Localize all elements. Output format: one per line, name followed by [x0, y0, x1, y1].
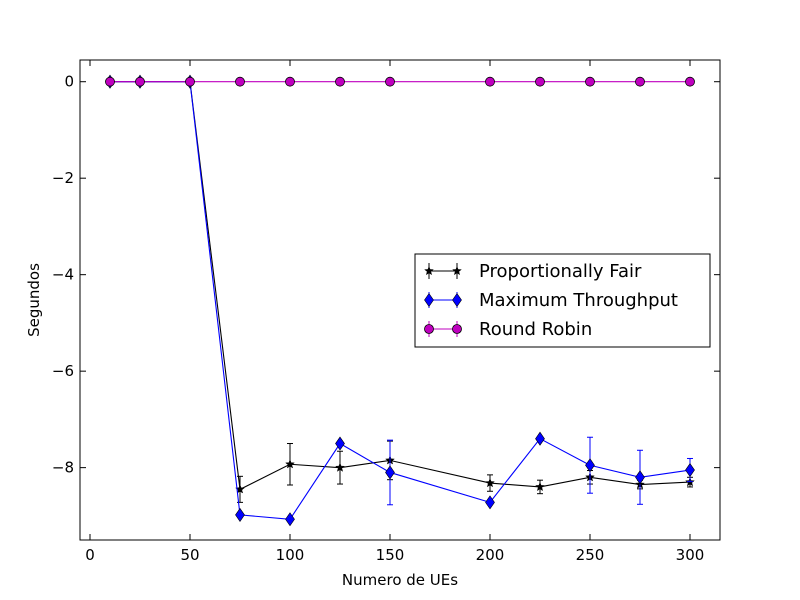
- legend-marker: [452, 265, 462, 276]
- data-point: [385, 465, 395, 480]
- y-tick-label: −8: [52, 459, 74, 477]
- legend-item: Maximum Throughput: [424, 290, 678, 311]
- data-point: [635, 470, 645, 485]
- legend-label: Round Robin: [479, 319, 592, 340]
- data-point: [335, 462, 345, 472]
- y-tick-label: −4: [52, 266, 74, 284]
- data-point: [335, 436, 345, 451]
- data-point: [105, 76, 115, 87]
- x-tick-label: 200: [476, 546, 505, 564]
- data-point: [335, 76, 345, 87]
- data-point: [285, 459, 295, 469]
- y-tick-label: −2: [52, 169, 74, 187]
- x-tick-label: 250: [576, 546, 605, 564]
- y-tick-label: 0: [64, 73, 74, 91]
- data-point: [585, 76, 595, 87]
- data-point: [685, 76, 695, 87]
- series-round-robin: [105, 76, 695, 87]
- data-point: [485, 477, 495, 488]
- legend-marker: [424, 265, 434, 276]
- legend-box: [414, 253, 711, 348]
- legend-marker: [452, 324, 462, 334]
- legend-marker: [452, 292, 462, 308]
- legend-item: Round Robin: [424, 319, 592, 340]
- x-axis-label: Numero de UEs: [342, 571, 458, 589]
- data-point: [235, 76, 245, 87]
- data-point: [285, 76, 295, 87]
- data-point: [285, 512, 295, 527]
- data-point: [235, 507, 245, 522]
- data-point: [385, 76, 395, 87]
- legend-label: Proportionally Fair: [479, 261, 642, 282]
- x-tick-label: 300: [676, 546, 705, 564]
- legend-label: Maximum Throughput: [479, 290, 678, 311]
- axis-ticks: 0 50 100 150 200 250 300 0 −2 −4 −6 −8: [52, 60, 720, 564]
- data-point: [185, 76, 195, 87]
- plot-frame: [79, 59, 721, 541]
- x-tick-label: 150: [376, 546, 405, 564]
- y-axis-label: Segundos: [25, 263, 43, 337]
- legend-marker: [424, 324, 434, 334]
- data-point: [485, 495, 495, 510]
- legend-marker: [424, 292, 434, 308]
- x-tick-label: 50: [180, 546, 199, 564]
- x-tick-label: 0: [85, 546, 95, 564]
- data-point: [685, 463, 695, 478]
- data-point: [535, 76, 545, 87]
- data-point: [585, 458, 595, 473]
- legend-item: Proportionally Fair: [424, 261, 642, 282]
- data-point: [135, 76, 145, 87]
- y-tick-label: −6: [52, 362, 74, 380]
- series-layer: [105, 74, 695, 527]
- data-point: [485, 76, 495, 87]
- x-tick-label: 100: [276, 546, 305, 564]
- data-point: [535, 481, 545, 492]
- legend: Proportionally Fair Maximum Throughput Rou…: [414, 253, 711, 348]
- data-point: [635, 76, 645, 87]
- data-point: [535, 431, 545, 446]
